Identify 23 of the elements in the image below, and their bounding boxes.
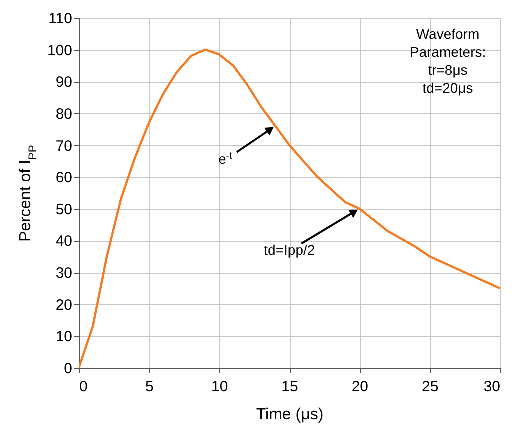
y-tick-label: 80 xyxy=(56,106,72,123)
y-tick-label: 30 xyxy=(56,265,72,282)
y-tick-label: 50 xyxy=(56,201,72,218)
x-axis-title: Time (μs) xyxy=(256,406,324,424)
x-tick-label: 25 xyxy=(422,378,439,396)
y-tick-label: 100 xyxy=(47,42,72,60)
x-tick-label: 30 xyxy=(484,378,500,396)
y-tick-label: 60 xyxy=(56,170,72,187)
x-tick-label: 0 xyxy=(80,378,88,396)
x-tick-label: 15 xyxy=(282,378,298,396)
y-tick-label: 0 xyxy=(64,360,72,378)
annotation: e$^{-t}$ xyxy=(218,150,233,168)
y-tick-label: 20 xyxy=(56,296,72,314)
y-tick-label: 10 xyxy=(56,328,72,346)
y-tick-label: 40 xyxy=(56,233,72,250)
y-tick-label: 110 xyxy=(48,10,72,28)
x-tick-label: 10 xyxy=(211,378,228,396)
annotation: td=Ipp/2 xyxy=(264,242,316,258)
y-tick-label: 90 xyxy=(56,74,72,92)
y-tick-label: 70 xyxy=(56,138,72,155)
x-tick-label: 5 xyxy=(145,378,154,396)
x-tick-label: 20 xyxy=(352,378,369,396)
annotation: Waveform Parameters: tr=8μs td=20μs xyxy=(410,26,486,96)
